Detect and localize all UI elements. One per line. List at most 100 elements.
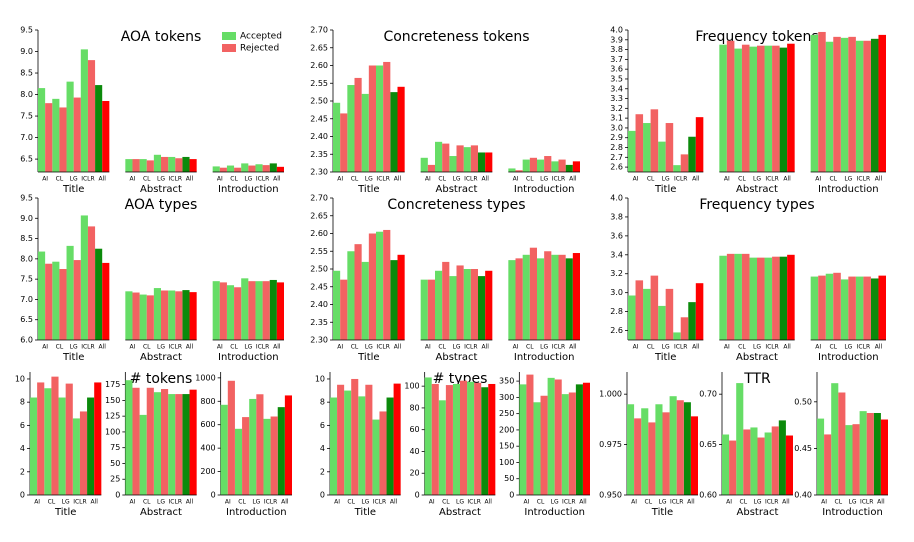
bar (80, 215, 88, 340)
bar (741, 44, 750, 173)
y-tick-label: 9.0 (20, 47, 33, 56)
bar (340, 113, 348, 172)
bar (848, 36, 856, 173)
bar (529, 247, 537, 340)
bar (383, 229, 391, 340)
bar (785, 435, 793, 495)
bar (749, 46, 757, 172)
bar (662, 412, 670, 495)
bar (764, 257, 773, 340)
category-label: AI (217, 344, 223, 351)
bar (340, 279, 348, 340)
y-tick-label: 0 (211, 491, 216, 500)
category-label: AI (631, 499, 637, 506)
bar (764, 45, 773, 173)
category-label: All (481, 344, 489, 351)
category-label: ICLR (464, 344, 477, 351)
y-tick-label: 2 (320, 467, 325, 476)
group-label: Abstract (436, 352, 478, 363)
y-tick-label: 4 (20, 444, 25, 453)
bar (810, 276, 819, 340)
bar (726, 253, 735, 340)
bar (227, 380, 235, 495)
bar (132, 387, 140, 495)
y-tick-label: 2.60 (310, 61, 328, 70)
bar (863, 40, 871, 172)
bar (771, 426, 779, 495)
bar (655, 404, 663, 495)
category-label: All (186, 344, 194, 351)
category-label: LG (844, 344, 852, 351)
category-label: LG (62, 499, 70, 506)
group-label: Abstract (439, 507, 481, 518)
y-tick-label: 100 (404, 382, 419, 391)
bar (51, 376, 59, 495)
y-tick-label: 2.35 (310, 150, 328, 159)
category-label: All (783, 344, 791, 351)
bar (276, 282, 284, 340)
y-tick-label: 2.55 (310, 247, 328, 256)
bar (139, 159, 147, 172)
bar (544, 156, 552, 172)
bar (94, 382, 102, 495)
y-tick-label: 0.70 (699, 390, 717, 399)
bar (59, 107, 67, 172)
bar (722, 434, 730, 495)
bar (515, 258, 523, 340)
bar (87, 60, 96, 172)
bar (255, 164, 263, 172)
bar (463, 147, 471, 172)
category-label: All (875, 176, 883, 183)
bar (669, 396, 677, 495)
bar (383, 61, 391, 173)
category-label: AI (821, 499, 827, 506)
y-tick-label: 2 (20, 467, 25, 476)
bar (628, 295, 636, 340)
bar (66, 81, 74, 172)
group-label: Introduction (514, 352, 575, 363)
category-label: AI (815, 176, 821, 183)
chart-title: # tokens (130, 371, 193, 387)
category-label: ICLR (81, 344, 94, 351)
bar (757, 437, 765, 495)
y-tick-label: 100 (105, 427, 120, 436)
bar (438, 400, 446, 495)
bar (627, 404, 635, 495)
bar (189, 292, 197, 340)
legend-label: Accepted (240, 32, 282, 42)
bar (284, 395, 292, 495)
bar (878, 34, 886, 173)
y-tick-label: 2.55 (310, 79, 328, 88)
category-label: CL (645, 499, 653, 506)
bar (73, 97, 81, 172)
bar (58, 397, 66, 495)
y-tick-label: 0.50 (794, 397, 812, 406)
bar (575, 384, 583, 495)
bar (551, 254, 559, 340)
bar (838, 392, 846, 495)
y-tick-label: 6.5 (20, 155, 33, 164)
y-tick-label: 2.6 (610, 163, 623, 172)
y-tick-label: 9.5 (20, 26, 33, 35)
bar (393, 383, 401, 495)
bar (234, 287, 242, 340)
bar (248, 165, 256, 172)
category-label: ICLR (562, 499, 575, 506)
category-label: AI (130, 499, 136, 506)
group-label: Title (651, 507, 673, 518)
bar (565, 164, 573, 172)
bar (719, 44, 727, 173)
bar (175, 158, 183, 172)
category-label: LG (157, 176, 165, 183)
y-tick-label: 0 (20, 491, 25, 500)
bar (168, 290, 176, 340)
y-tick-label: 3.3 (610, 94, 623, 103)
bar (750, 427, 758, 495)
group-label: Title (354, 507, 376, 518)
bar (558, 159, 566, 172)
group-label: Title (62, 184, 84, 195)
bar (643, 123, 651, 172)
bar (79, 411, 88, 495)
group-label: Abstract (736, 352, 778, 363)
